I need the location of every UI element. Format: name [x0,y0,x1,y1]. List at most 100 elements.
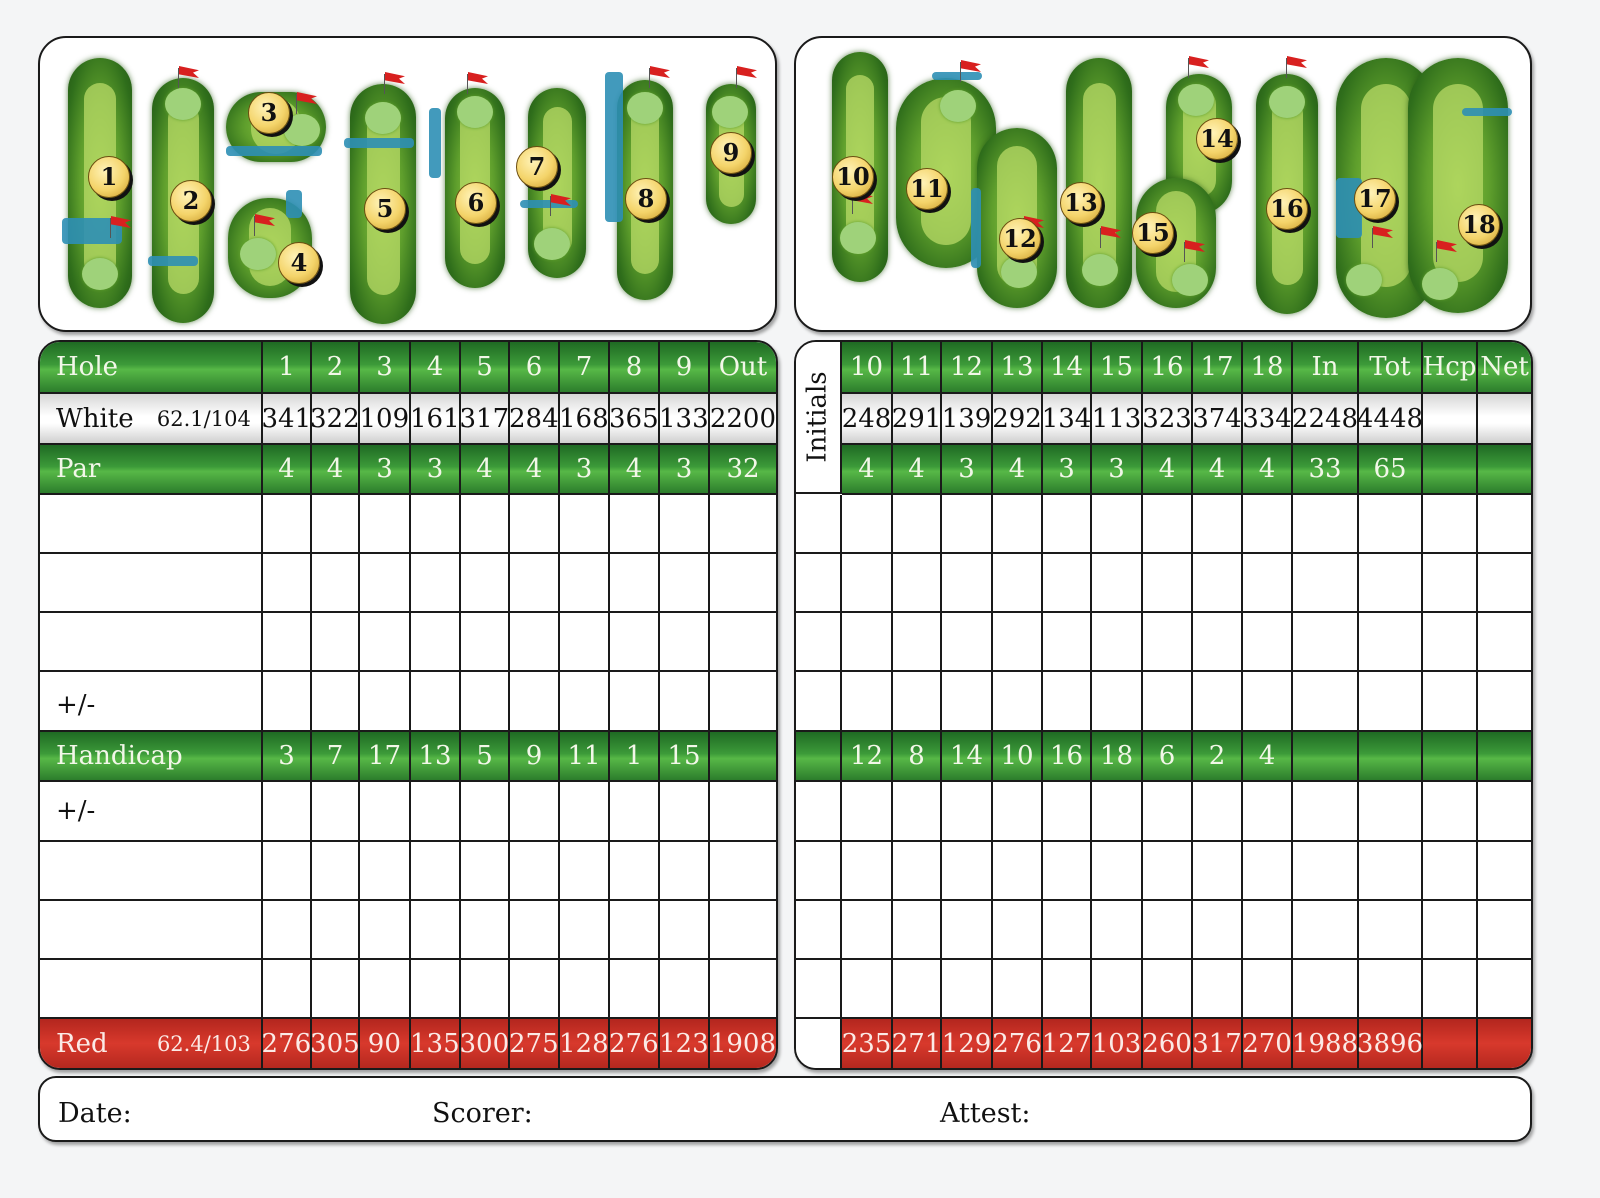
score-cell[interactable] [560,613,610,672]
score-cell[interactable] [1243,613,1293,672]
score-cell[interactable] [842,495,893,554]
player-name-field[interactable] [40,960,263,1019]
player-name-field[interactable] [40,495,263,554]
score-cell[interactable] [461,782,510,842]
score-cell[interactable] [942,901,993,960]
score-cell[interactable] [560,901,610,960]
score-cell[interactable] [560,782,610,842]
score-cell[interactable] [1043,495,1092,554]
score-out-cell[interactable] [710,613,776,672]
initials-field[interactable] [796,842,842,901]
score-cell[interactable] [942,960,993,1019]
score-cell[interactable] [610,842,660,901]
score-cell[interactable] [942,613,993,672]
score-net-cell[interactable] [1478,672,1531,732]
score-cell[interactable] [1193,495,1243,554]
initials-field[interactable] [796,672,842,732]
score-cell[interactable] [461,901,510,960]
score-cell[interactable] [312,613,360,672]
score-out-cell[interactable] [710,901,776,960]
score-total-cell[interactable] [1359,613,1423,672]
score-net-cell[interactable] [1478,782,1531,842]
score-cell[interactable] [1243,554,1293,613]
score-cell[interactable] [1243,672,1293,732]
score-total-cell[interactable] [1359,495,1423,554]
score-cell[interactable] [1092,842,1143,901]
score-cell[interactable] [312,554,360,613]
score-net-cell[interactable] [1478,901,1531,960]
score-cell[interactable] [560,842,610,901]
score-cell[interactable] [660,842,710,901]
initials-field[interactable] [796,782,842,842]
score-cell[interactable] [1193,842,1243,901]
score-cell[interactable] [893,495,942,554]
score-cell[interactable] [312,672,360,732]
score-cell[interactable] [1043,960,1092,1019]
score-cell[interactable] [312,842,360,901]
score-total-cell[interactable] [1359,960,1423,1019]
score-total-cell[interactable] [1359,901,1423,960]
score-cell[interactable] [942,495,993,554]
score-cell[interactable] [360,495,411,554]
score-cell[interactable] [1193,613,1243,672]
score-cell[interactable] [1043,901,1092,960]
score-cell[interactable] [1143,672,1193,732]
score-cell[interactable] [942,782,993,842]
score-cell[interactable] [560,495,610,554]
score-cell[interactable] [1092,960,1143,1019]
score-cell[interactable] [1243,782,1293,842]
score-cell[interactable] [411,901,461,960]
score-cell[interactable] [942,842,993,901]
score-cell[interactable] [510,613,560,672]
score-cell[interactable] [411,554,461,613]
score-cell[interactable] [842,672,893,732]
score-cell[interactable] [993,782,1043,842]
score-total-cell[interactable] [1359,554,1423,613]
score-hcp-cell[interactable] [1423,613,1478,672]
score-cell[interactable] [1243,495,1293,554]
score-cell[interactable] [610,495,660,554]
score-cell[interactable] [560,672,610,732]
score-in-cell[interactable] [1293,672,1359,732]
score-cell[interactable] [842,842,893,901]
score-cell[interactable] [1092,613,1143,672]
score-cell[interactable] [411,672,461,732]
score-net-cell[interactable] [1478,554,1531,613]
initials-field[interactable] [796,495,842,554]
score-in-cell[interactable] [1293,554,1359,613]
score-in-cell[interactable] [1293,495,1359,554]
score-cell[interactable] [842,554,893,613]
score-cell[interactable] [461,554,510,613]
score-cell[interactable] [893,672,942,732]
score-cell[interactable] [263,901,312,960]
initials-field[interactable] [796,901,842,960]
player-name-field[interactable] [40,613,263,672]
initials-field[interactable] [796,613,842,672]
score-cell[interactable] [461,613,510,672]
score-cell[interactable] [360,554,411,613]
score-cell[interactable] [660,960,710,1019]
score-cell[interactable] [1143,901,1193,960]
score-cell[interactable] [263,782,312,842]
score-cell[interactable] [993,554,1043,613]
score-out-cell[interactable] [710,782,776,842]
score-hcp-cell[interactable] [1423,901,1478,960]
score-cell[interactable] [1043,554,1092,613]
score-cell[interactable] [360,782,411,842]
score-cell[interactable] [461,672,510,732]
player-name-field[interactable] [40,901,263,960]
score-total-cell[interactable] [1359,672,1423,732]
score-cell[interactable] [461,960,510,1019]
score-cell[interactable] [660,782,710,842]
score-hcp-cell[interactable] [1423,782,1478,842]
score-cell[interactable] [1193,901,1243,960]
score-cell[interactable] [842,960,893,1019]
score-cell[interactable] [1143,554,1193,613]
score-cell[interactable] [510,842,560,901]
score-net-cell[interactable] [1478,842,1531,901]
attest-field[interactable] [1030,1088,1510,1132]
score-cell[interactable] [842,613,893,672]
score-cell[interactable] [993,613,1043,672]
scorer-field[interactable] [530,1088,930,1132]
score-cell[interactable] [1092,901,1143,960]
